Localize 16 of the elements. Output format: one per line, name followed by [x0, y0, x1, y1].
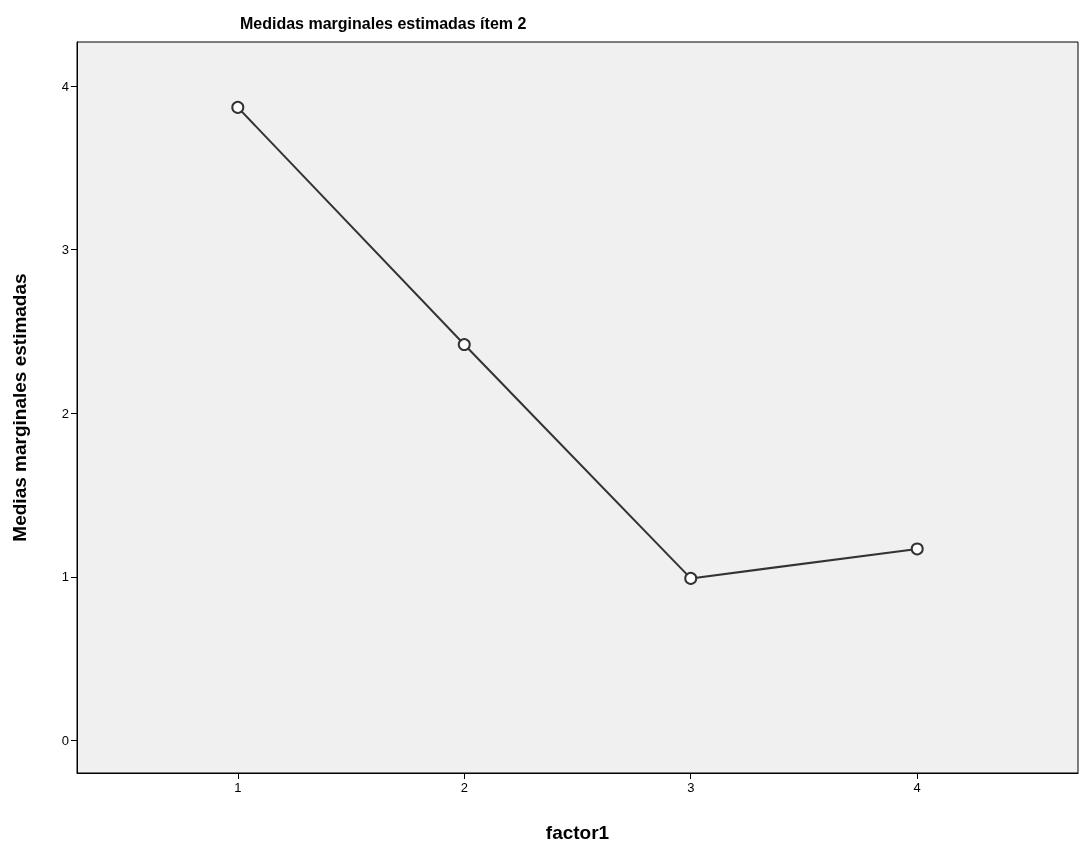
chart-title: Medidas marginales estimadas ítem 2	[240, 14, 527, 32]
point	[684, 571, 698, 585]
point	[457, 338, 471, 352]
point	[910, 542, 924, 556]
y-tick-label: 1	[61, 569, 69, 585]
x-tick-label: 2	[460, 780, 468, 795]
x-axis-title: factor1	[545, 822, 610, 843]
y-tick-label: 0	[61, 732, 69, 748]
point	[231, 100, 245, 114]
y-tick-label: 3	[61, 242, 69, 258]
y-tick-label: 2	[61, 405, 69, 421]
y-axis-title: Medias marginales estimadas	[9, 273, 30, 542]
x-tick-label: 3	[687, 780, 695, 795]
x-tick-label: 4	[913, 780, 921, 795]
x-tick-label: 1	[234, 780, 242, 795]
y-tick-label: 4	[61, 78, 69, 94]
